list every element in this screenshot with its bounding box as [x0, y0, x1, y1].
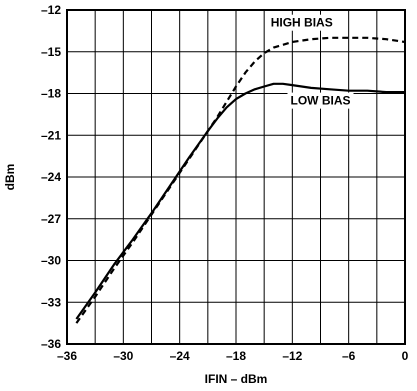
y-tick-label: –15: [41, 45, 61, 59]
x-tick-label: –36: [57, 349, 77, 363]
x-tick-label: 0: [402, 349, 409, 363]
x-tick-labels: –36 –30 –24 –18 –12 –6 0: [57, 349, 409, 363]
annotations: HIGH BIAS LOW BIAS: [267, 14, 354, 109]
annotation-background: [287, 92, 354, 109]
x-tick-label: –24: [170, 349, 190, 363]
grid: [67, 10, 405, 344]
x-tick-label: –12: [282, 349, 302, 363]
annotation-high-bias: HIGH BIAS: [271, 16, 333, 30]
plot-frame: [66, 9, 406, 345]
x-tick-label: –30: [113, 349, 133, 363]
y-tick-label: –33: [41, 295, 61, 309]
y-tick-label: –30: [41, 254, 61, 268]
series-line-low-bias: [75, 82, 405, 320]
y-tick-label: –12: [41, 3, 61, 17]
y-axis-title: dBm: [3, 164, 17, 191]
x-tick-label: –6: [342, 349, 356, 363]
x-tick-label: –18: [226, 349, 246, 363]
y-tick-label: –36: [41, 337, 61, 351]
y-tick-labels: –12 –15 –18 –21 –24 –27 –30 –33 –36: [41, 3, 61, 351]
x-axis-title: IFIN – dBm: [205, 372, 268, 386]
y-tick-label: –18: [41, 87, 61, 101]
y-tick-label: –27: [41, 212, 61, 226]
annotation-background: [267, 14, 336, 31]
y-tick-label: –21: [41, 128, 61, 142]
series-line-high-bias: [75, 36, 406, 324]
annotation-low-bias: LOW BIAS: [291, 94, 351, 108]
y-tick-label: –24: [41, 170, 61, 184]
series-lines: [75, 36, 406, 324]
